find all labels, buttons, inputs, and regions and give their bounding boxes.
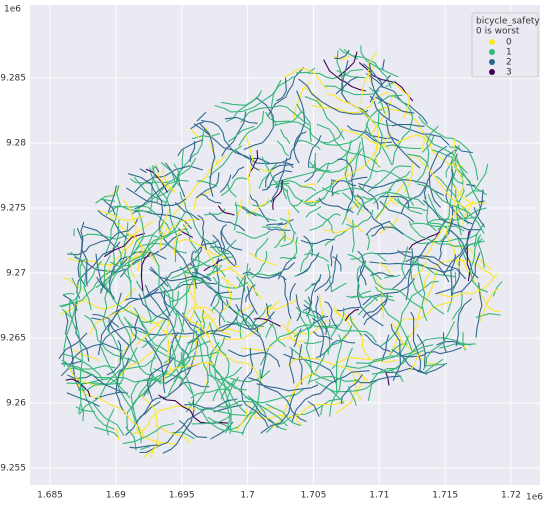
x-offset-label: 1e6: [526, 493, 543, 503]
y-tick-label: 9.275: [0, 204, 26, 214]
y-tick-label: 9.28: [6, 139, 26, 149]
x-tick-label: 1.71: [369, 491, 389, 501]
y-tick-label: 9.285: [0, 74, 26, 84]
legend-marker: [489, 59, 495, 65]
y-offset-label: 1e6: [4, 5, 21, 15]
x-tick-label: 1.69: [106, 491, 126, 501]
legend-label: 1: [506, 48, 512, 58]
legend-subtitle: 0 is worst: [476, 27, 520, 37]
legend-label: 3: [506, 68, 512, 78]
x-tick-label: 1.685: [37, 491, 63, 501]
y-tick-label: 9.26: [6, 398, 26, 408]
y-tick-label: 9.265: [0, 333, 26, 343]
x-tick-label: 1.695: [169, 491, 195, 501]
x-tick-label: 1.705: [301, 491, 327, 501]
y-tick-label: 9.27: [6, 269, 26, 279]
x-tick-label: 1.715: [432, 491, 458, 501]
legend-title: bicycle_safety: [476, 17, 540, 27]
legend-marker: [489, 49, 495, 55]
x-tick-label: 1.7: [240, 491, 254, 501]
legend-marker: [489, 39, 495, 45]
legend-marker: [489, 69, 495, 75]
x-tick-label: 1.72: [501, 491, 521, 501]
legend-label: 2: [506, 58, 512, 68]
legend-label: 0: [506, 38, 512, 48]
y-tick-label: 9.255: [0, 463, 26, 473]
